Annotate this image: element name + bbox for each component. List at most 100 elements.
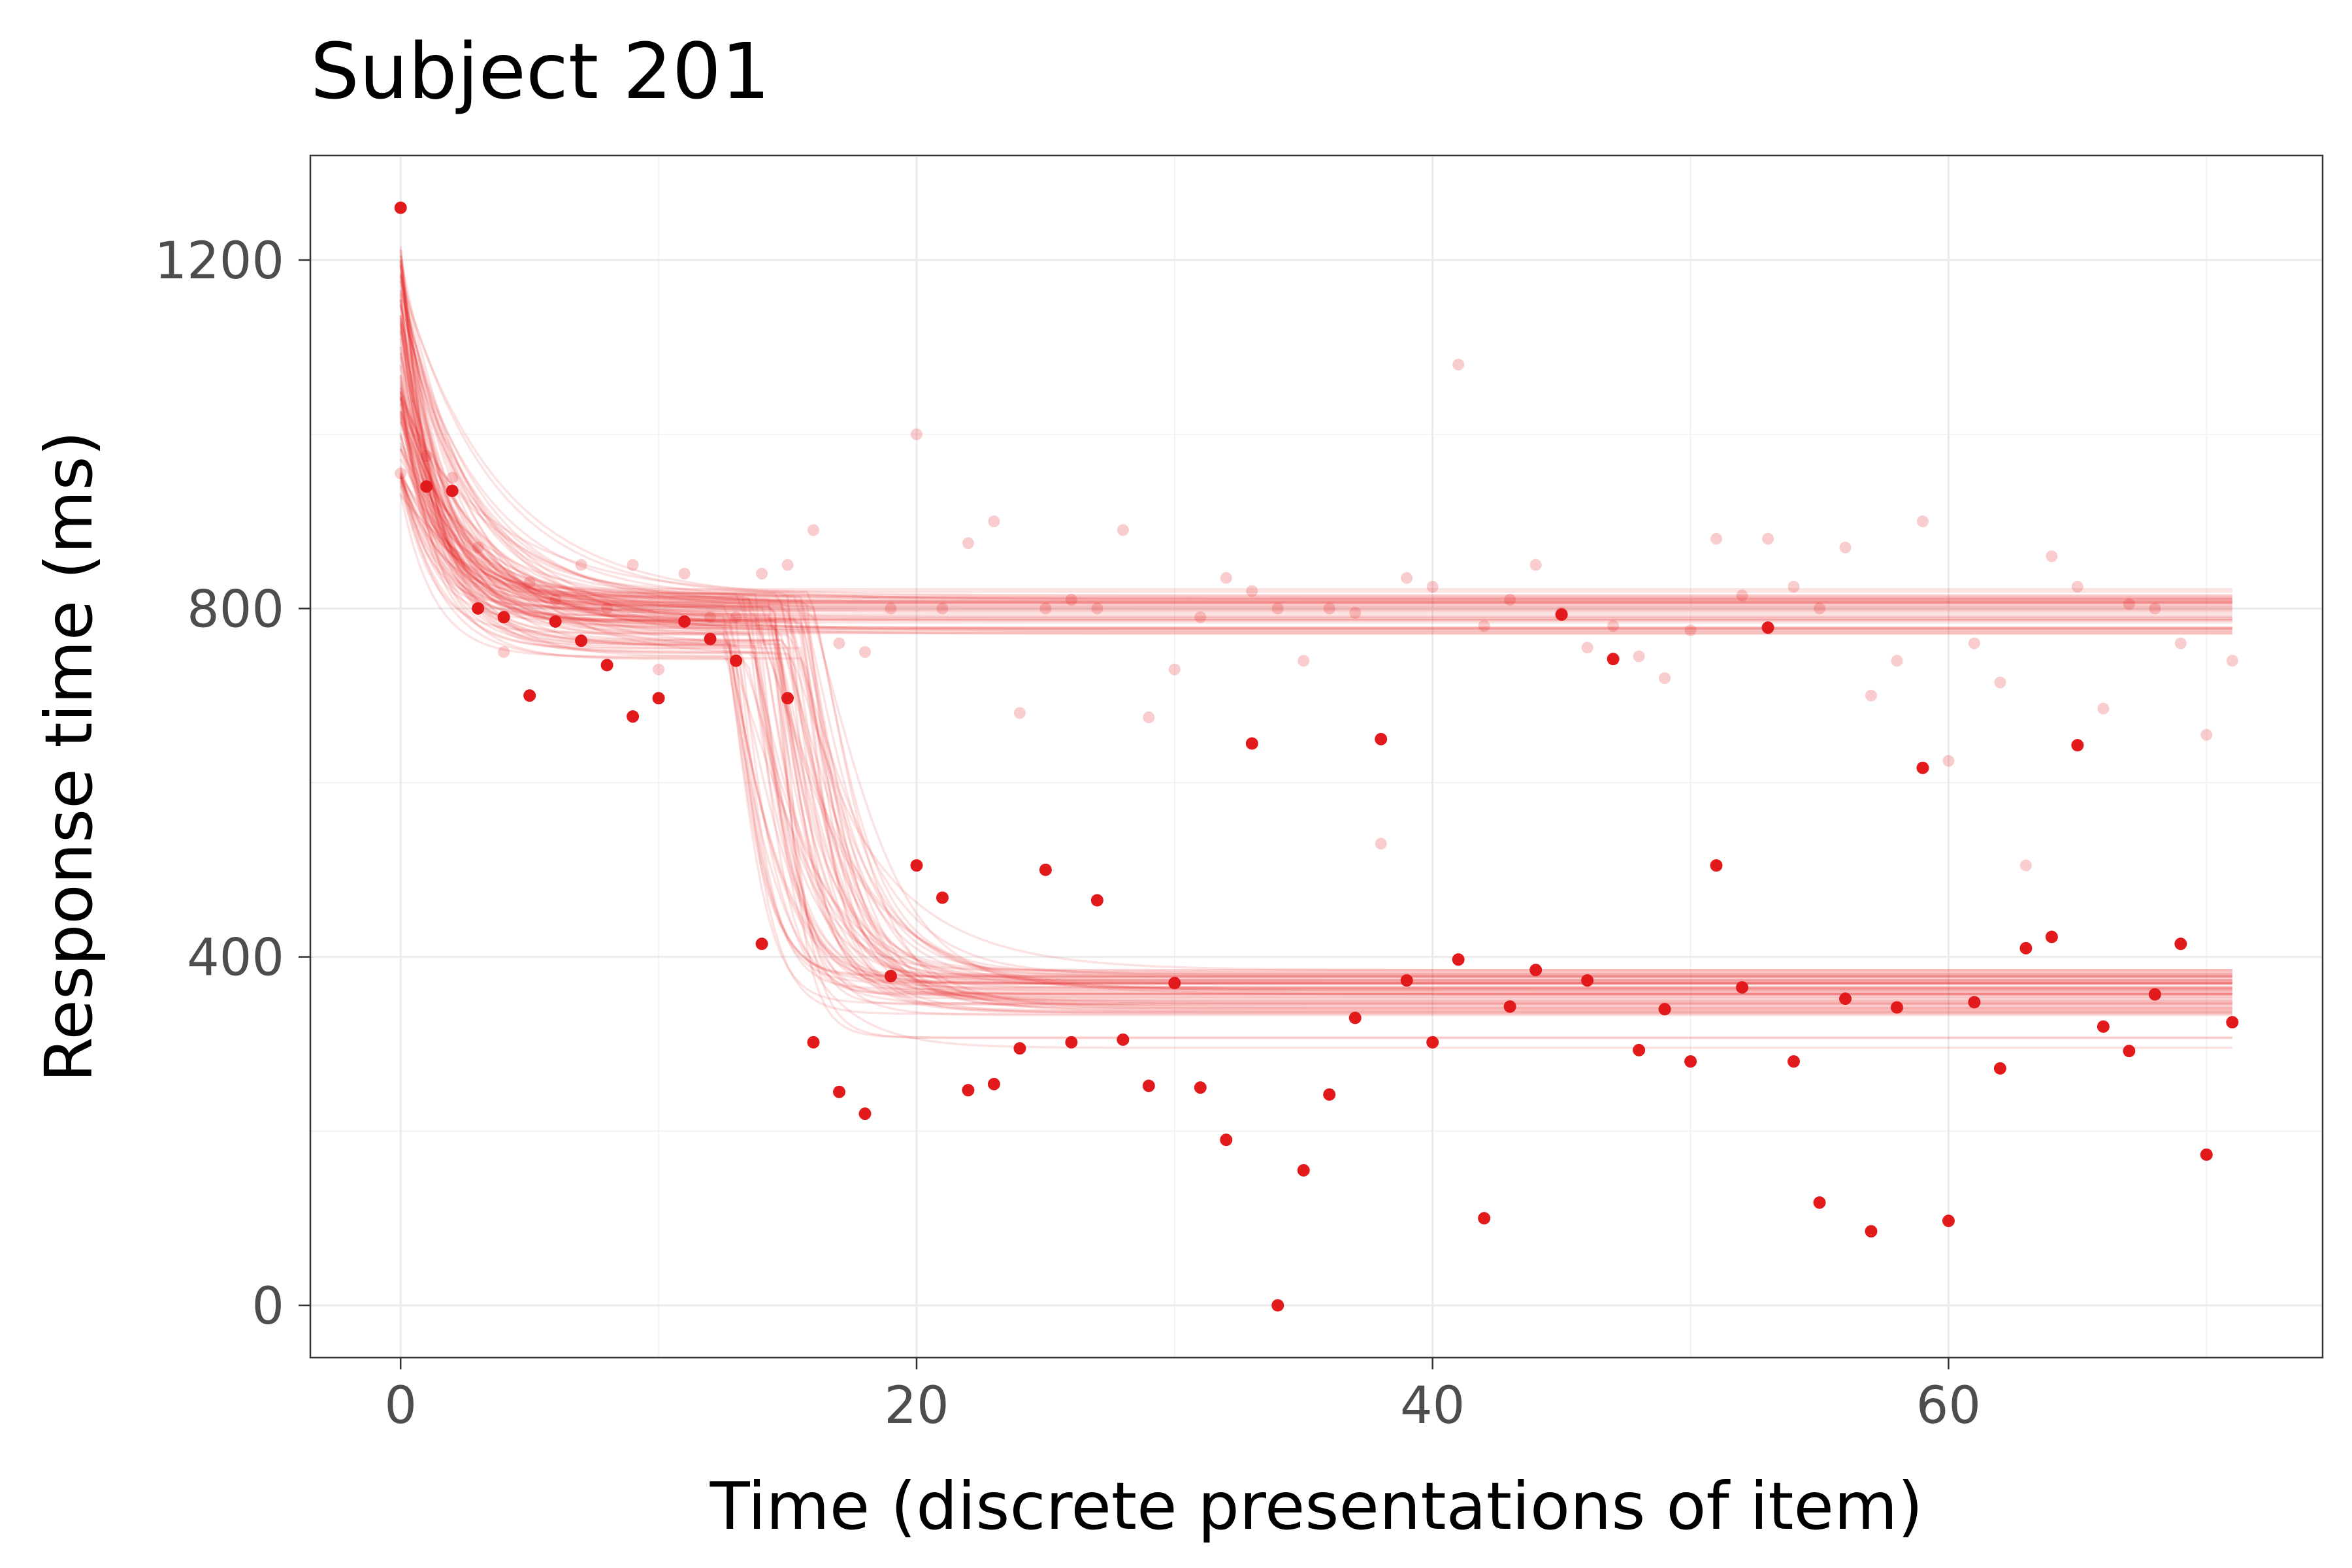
posterior-curve	[399, 416, 2232, 605]
data-point	[549, 615, 562, 628]
data-point	[1297, 1164, 1310, 1177]
posterior-curve	[399, 255, 2232, 1004]
data-point	[678, 615, 691, 628]
posterior-curve	[399, 473, 2232, 977]
data-point	[1013, 1042, 1026, 1055]
data-point	[884, 970, 897, 983]
data-point-faded	[1039, 602, 1052, 615]
data-point-faded	[2071, 581, 2083, 593]
posterior-curve	[399, 259, 2232, 1014]
posterior-curve	[399, 289, 2232, 629]
axis-ticks: 0 20 40 60 0 400 800 1200	[154, 232, 1981, 1435]
posterior-curve	[399, 315, 2232, 998]
posterior-curve	[399, 374, 2232, 603]
data-point-faded	[1220, 572, 1232, 584]
data-point-faded	[1710, 532, 1723, 545]
data-point	[1400, 974, 1413, 987]
posterior-curve	[399, 259, 2232, 602]
data-point	[1788, 1055, 1801, 1068]
data-point-faded	[730, 611, 742, 623]
data-point	[1813, 1196, 1826, 1209]
data-point	[962, 1084, 975, 1097]
data-point	[1194, 1081, 1207, 1094]
posterior-curve	[399, 376, 2232, 632]
data-point-faded	[420, 450, 433, 462]
posterior-curve	[399, 385, 2232, 1009]
posterior-curve	[399, 314, 2232, 978]
data-point	[1503, 1000, 1516, 1013]
data-point-faded	[1426, 581, 1439, 593]
posterior-curve	[399, 415, 2232, 619]
data-point	[1529, 964, 1543, 977]
data-point	[446, 484, 459, 497]
posterior-curve	[399, 318, 2232, 632]
data-point-faded	[678, 568, 691, 580]
data-point-faded	[936, 602, 949, 615]
data-point	[807, 1036, 820, 1049]
posterior-curve	[399, 263, 2232, 621]
posterior-curve	[399, 346, 2232, 981]
data-point	[1581, 974, 1594, 987]
data-point	[1968, 996, 1981, 1009]
posterior-curve	[399, 392, 2232, 636]
data-point-faded	[523, 576, 536, 589]
posterior-curve	[399, 273, 2232, 600]
data-point-faded	[498, 646, 510, 658]
posterior-curve	[399, 410, 2232, 979]
posterior-curve	[399, 280, 2232, 1011]
data-point	[1065, 1036, 1078, 1049]
posterior-curve	[399, 327, 2232, 996]
posterior-curve	[399, 346, 2232, 1000]
posterior-curve	[399, 352, 2232, 605]
data-point-faded	[575, 559, 587, 571]
posterior-curve	[399, 304, 2232, 604]
data-point-faded	[858, 646, 871, 658]
data-point-faded	[704, 611, 717, 623]
posterior-curve	[399, 299, 2232, 606]
data-point	[1736, 981, 1749, 994]
data-point-faded	[1942, 755, 1955, 767]
data-point-faded	[1865, 689, 1877, 702]
data-point-faded	[1194, 611, 1207, 623]
posterior-curve	[399, 323, 2232, 598]
data-point-faded	[1168, 663, 1181, 676]
data-point	[2097, 1020, 2110, 1033]
posterior-curve	[399, 473, 2232, 619]
posterior-curve	[399, 365, 2232, 621]
posterior-curve	[399, 390, 2232, 1005]
plot-frame	[309, 154, 2324, 1359]
data-point	[1426, 1036, 1439, 1049]
posterior-curve	[399, 380, 2232, 1007]
posterior-curve	[399, 280, 2232, 600]
data-point-faded	[2046, 550, 2058, 563]
posterior-curve	[399, 321, 2232, 1003]
data-point-faded	[472, 542, 484, 553]
data-point-faded	[1581, 642, 1593, 654]
y-tick-label: 400	[187, 929, 284, 988]
data-point-faded	[1814, 602, 1825, 615]
posterior-curve	[399, 261, 2232, 984]
posterior-curve	[399, 397, 2232, 995]
data-point-faded	[910, 428, 923, 440]
y-axis-title: Response time (ms)	[31, 431, 107, 1082]
posterior-curve	[399, 392, 2232, 996]
posterior-curve	[399, 325, 2232, 591]
posterior-curve	[399, 272, 2232, 982]
data-point	[1348, 1011, 1362, 1024]
data-point-faded	[1504, 594, 1516, 606]
posterior-curve	[399, 448, 2232, 988]
plot-background	[310, 155, 2323, 1358]
posterior-curve	[399, 480, 2232, 634]
data-point	[1555, 608, 1568, 621]
data-point	[1890, 1001, 1903, 1014]
data-point-faded	[1891, 655, 1903, 667]
data-point-faded	[1013, 707, 1026, 719]
posterior-curve	[399, 474, 2232, 975]
data-point-faded	[627, 559, 639, 571]
posterior-curve	[399, 318, 2232, 985]
data-point	[652, 692, 665, 705]
data-point-faded	[1271, 602, 1284, 615]
data-point-faded	[1143, 711, 1155, 723]
data-point	[704, 632, 717, 645]
